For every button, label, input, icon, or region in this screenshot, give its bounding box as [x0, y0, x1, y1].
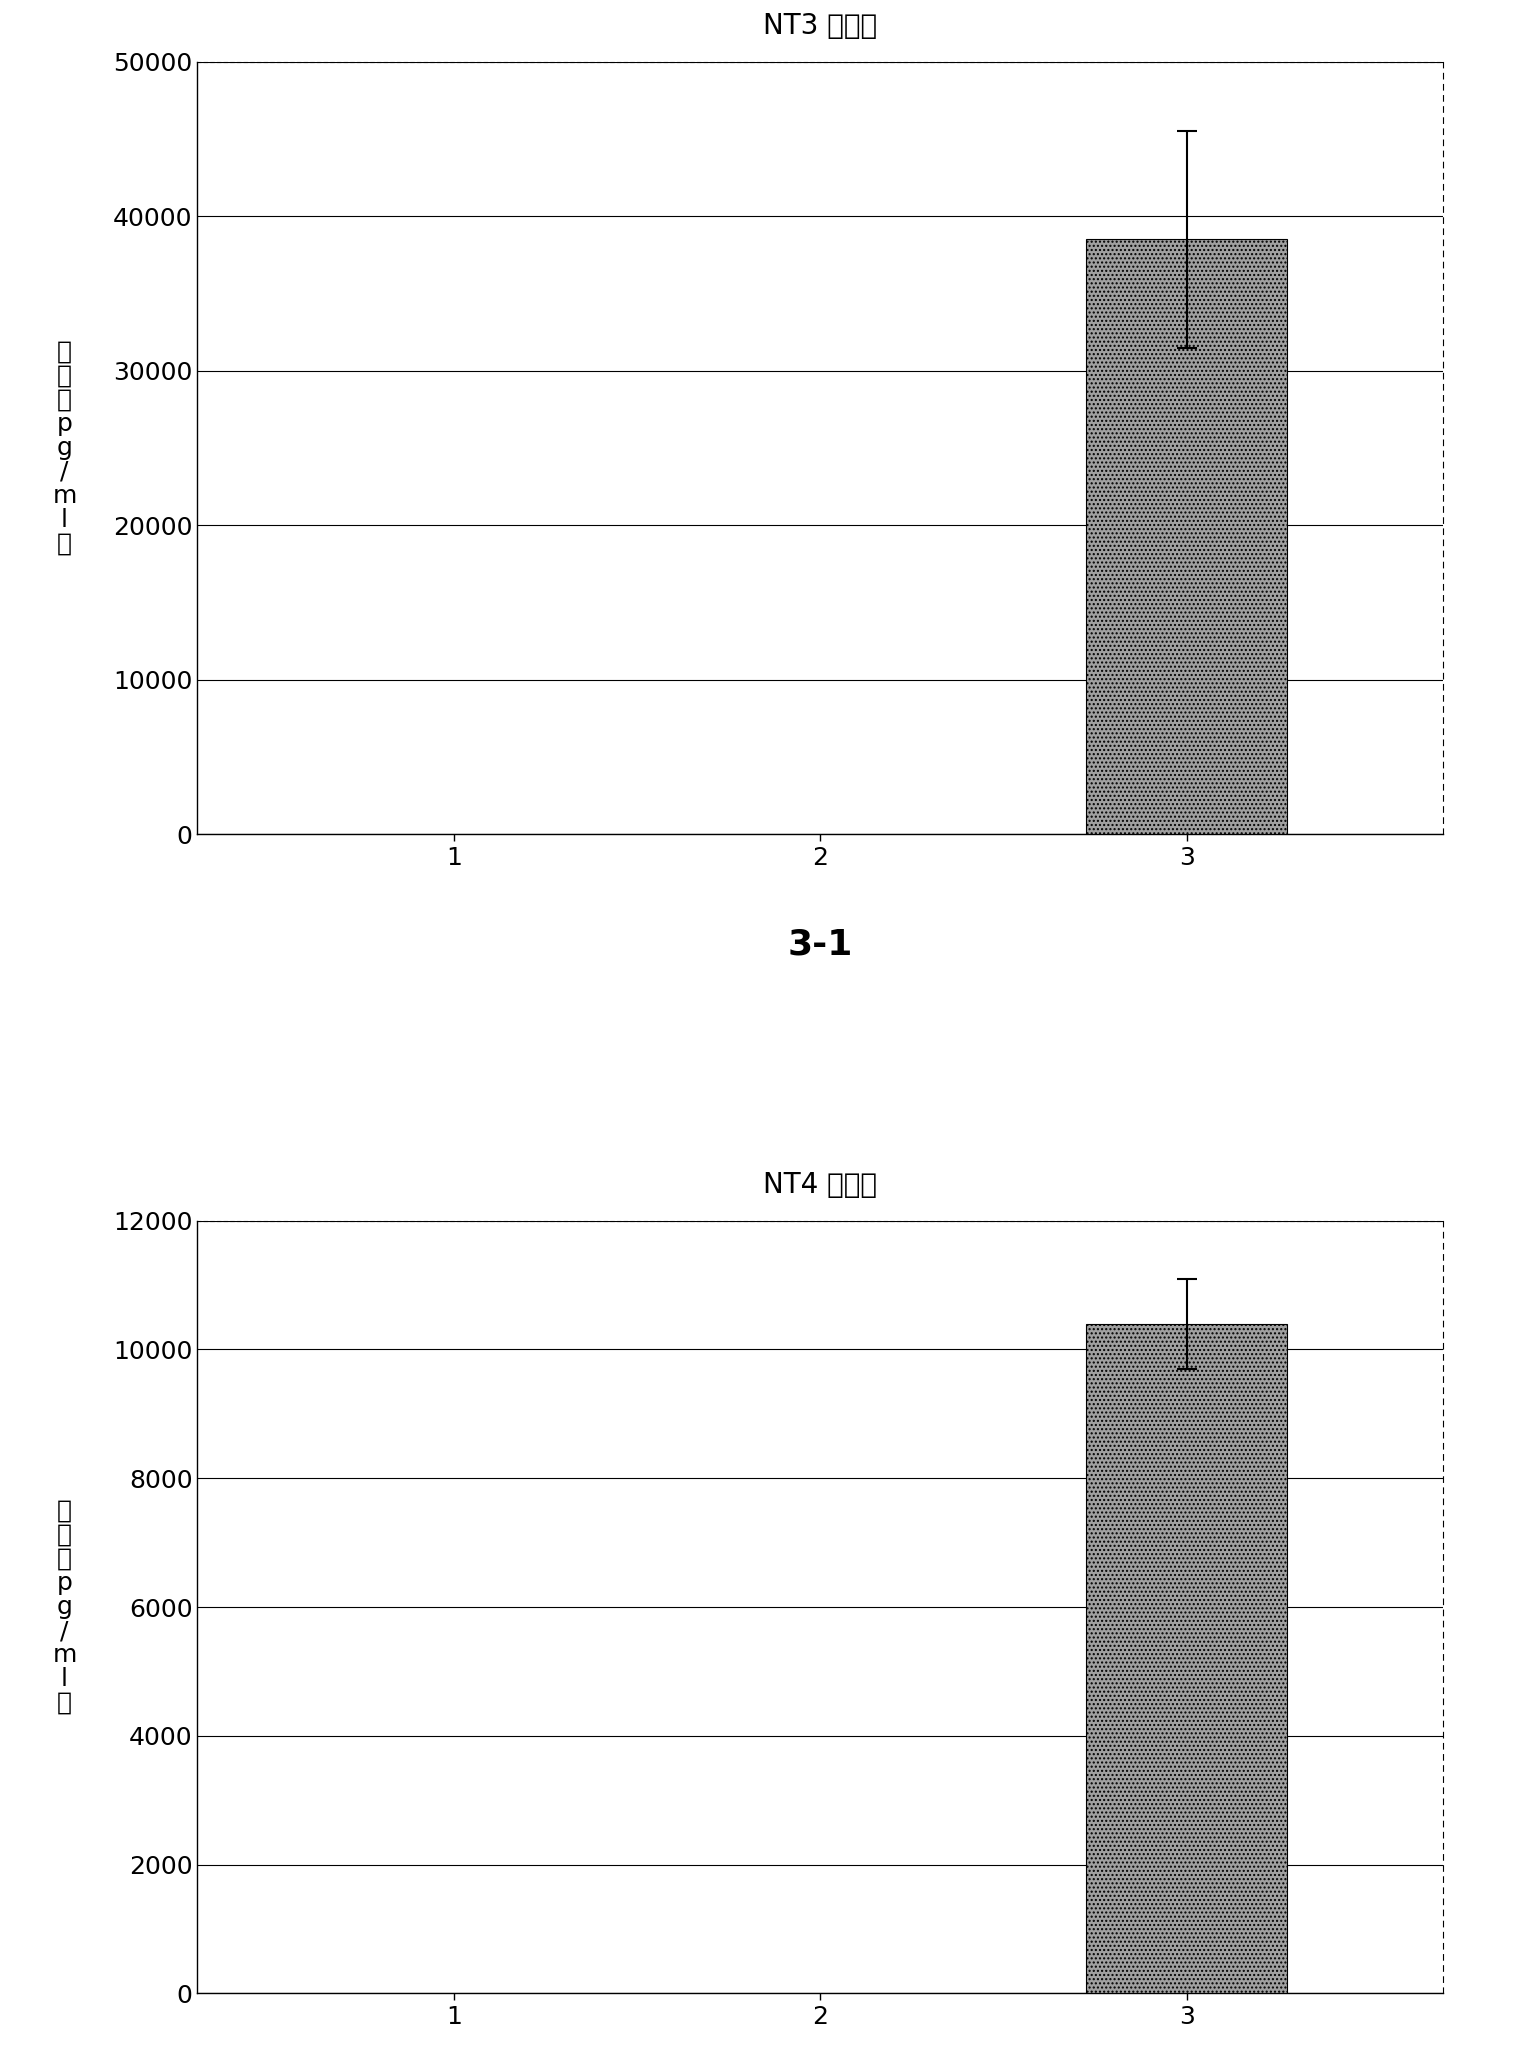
- Y-axis label: 浓
度
（
p
g
/
m
l
）: 浓 度 （ p g / m l ）: [52, 1498, 76, 1716]
- Title: NT4 的含量: NT4 的含量: [763, 1171, 878, 1198]
- Y-axis label: 浓
度
（
p
g
/
m
l
）: 浓 度 （ p g / m l ）: [52, 339, 76, 557]
- Bar: [1086, 238, 1287, 834]
- Title: NT3 的含量: NT3 的含量: [763, 12, 878, 39]
- Text: 3-1: 3-1: [787, 927, 854, 962]
- Bar: [1086, 1323, 1287, 1993]
